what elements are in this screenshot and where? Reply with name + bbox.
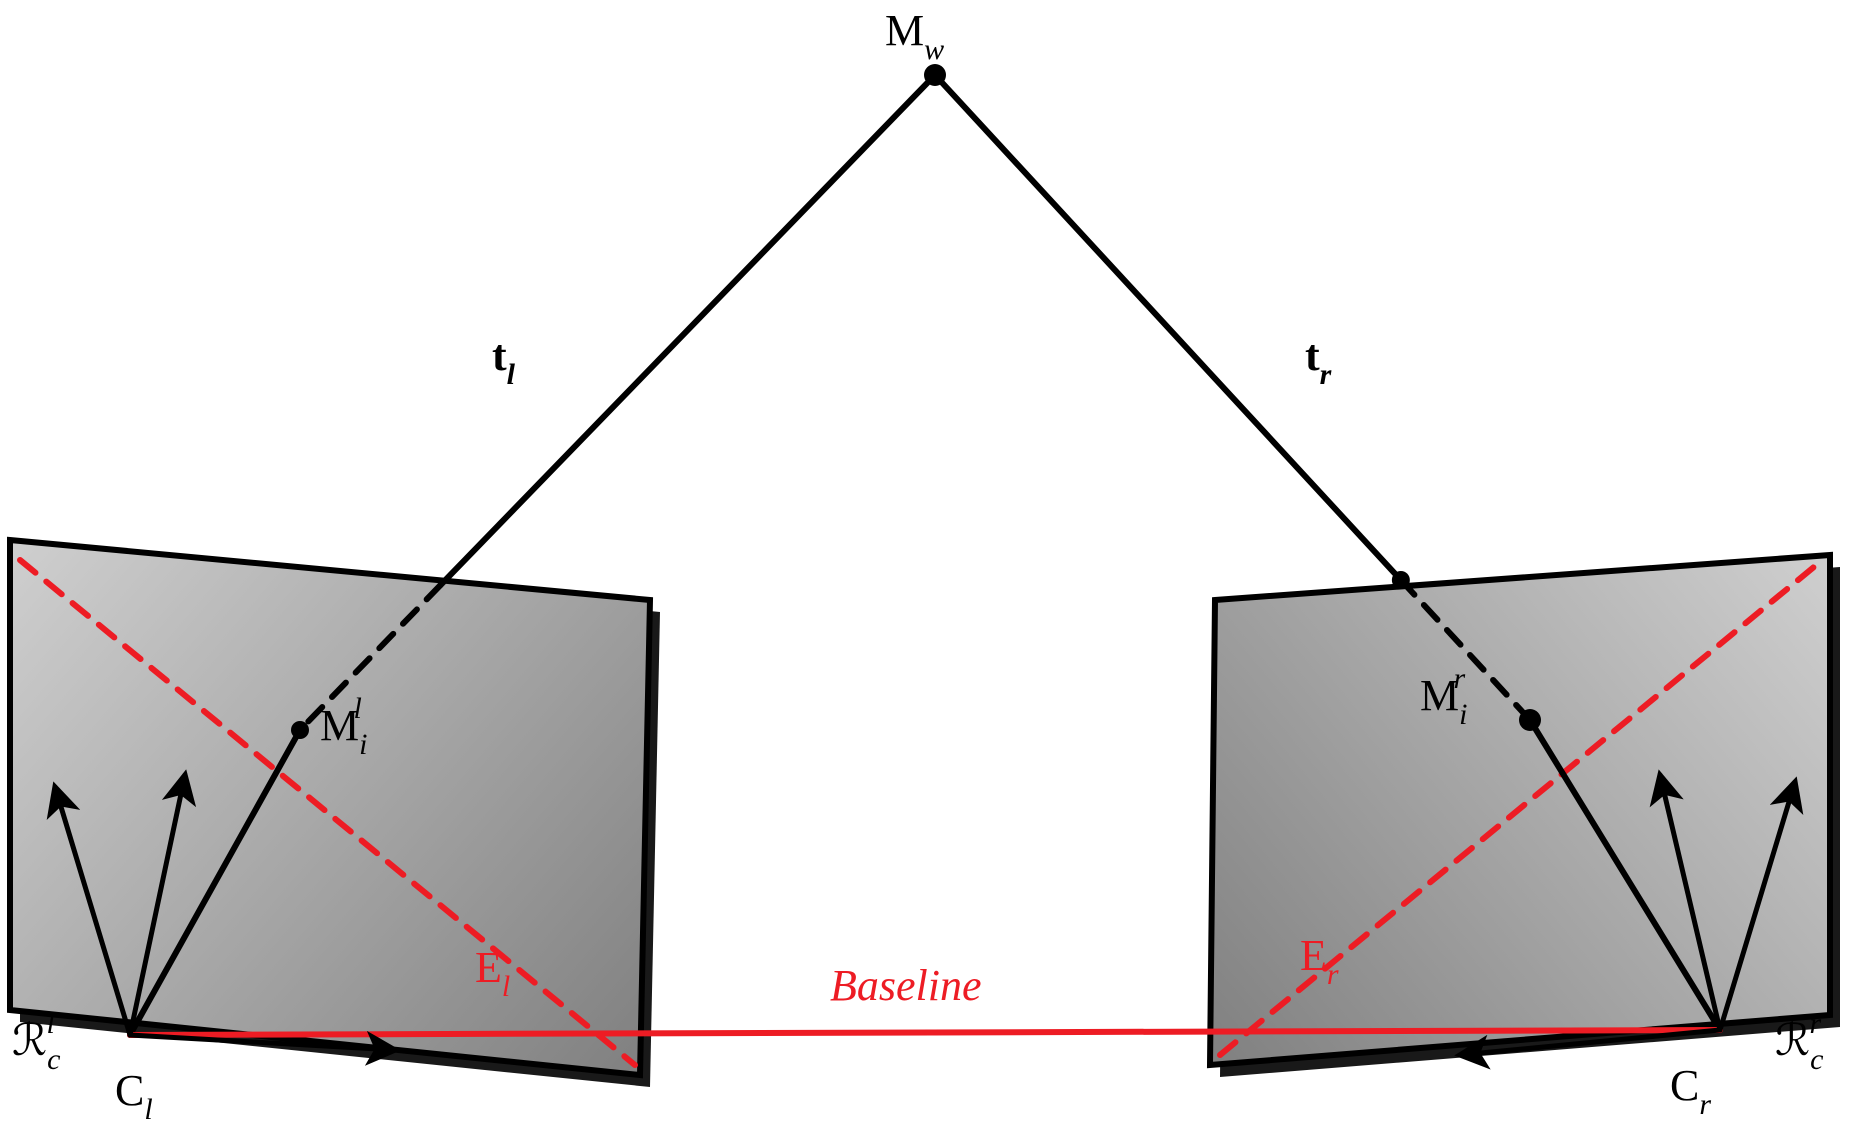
label-Mw: Mw: [885, 6, 944, 66]
label-Rc_r: ℛcr: [1775, 1007, 1823, 1076]
label-baseline: Baseline: [830, 961, 982, 1010]
label-Rc_l: ℛcl: [12, 1007, 60, 1076]
point-mi-right: [1519, 709, 1541, 731]
label-tl: tl: [492, 331, 516, 391]
ray-plane-intersection-right: [1392, 571, 1410, 589]
point-mi-left: [291, 721, 309, 739]
projection-ray-solid-right: [935, 75, 1401, 580]
point-mw: [924, 64, 946, 86]
label-Cr: Cr: [1670, 1061, 1711, 1121]
label-tr: tr: [1305, 331, 1332, 391]
label-Cl: Cl: [115, 1066, 153, 1126]
projection-ray-solid-left: [441, 75, 935, 585]
